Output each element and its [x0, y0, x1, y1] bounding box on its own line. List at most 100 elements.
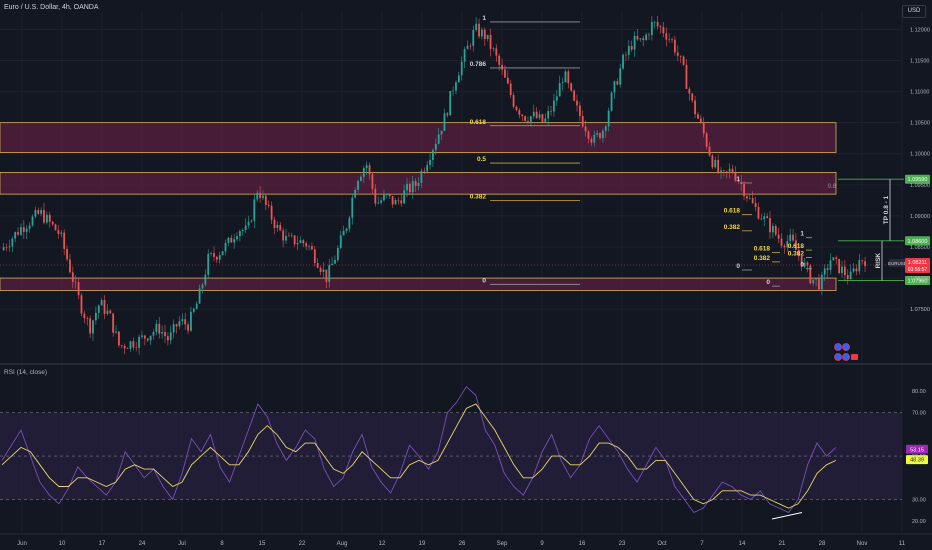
candle-body — [207, 253, 210, 275]
candle-body — [570, 83, 573, 91]
candle-body — [653, 21, 656, 23]
symbol-title[interactable]: Euro / U.S. Dollar, 4h, OANDA — [4, 4, 99, 11]
candle-body — [674, 39, 676, 53]
candle-body — [457, 75, 460, 83]
candle-body — [645, 34, 648, 40]
current-price-tag — [905, 258, 930, 274]
trade-levels: 1.09590 1.08600 1.07960 TP 0.8 - 1 RISK EURUS… — [0, 174, 930, 361]
candle-body — [714, 159, 717, 168]
candle-body — [37, 210, 40, 214]
candle-body — [100, 300, 103, 306]
fib-left-label: 0 — [482, 277, 486, 284]
rsi-tick-label: 50.00 — [912, 454, 926, 460]
candle-body — [659, 26, 662, 28]
candle-body — [267, 204, 270, 206]
candle-body — [748, 198, 751, 199]
candle-body — [809, 265, 812, 284]
candle-body — [561, 82, 564, 84]
candle-body — [650, 21, 653, 36]
time-tick-label: 8 — [220, 541, 224, 547]
candle-body — [406, 183, 408, 191]
time-tick-label: 15 — [259, 541, 266, 547]
candle-body — [760, 218, 763, 220]
axes: Jun 10 17 24 Jul 8 15 22 Aug 12 19 26 Sep 9 16 23 Oct 7 14… — [0, 27, 932, 547]
candle-body — [161, 331, 164, 334]
fibonacci-retracements: 10.7860.6180.50.382010.6180.38200.6180.3… — [470, 15, 837, 287]
candle-body — [262, 195, 264, 199]
candle-body — [97, 305, 100, 313]
candle-body — [227, 237, 230, 243]
divergence-line — [771, 511, 803, 520]
candle-body — [771, 225, 774, 233]
candle-body — [757, 206, 760, 219]
candle-body — [746, 196, 748, 199]
time-tick-label: 28 — [819, 541, 826, 547]
candle-body — [348, 217, 351, 229]
candle-body — [720, 170, 722, 172]
trade-level-value: 1.09590 — [908, 177, 928, 183]
candle-body — [558, 83, 561, 97]
supply-demand-zones — [0, 122, 837, 291]
candle-body — [639, 38, 642, 40]
candle-body — [175, 324, 178, 327]
candle-body — [302, 240, 305, 244]
candle-body — [74, 281, 77, 283]
fib-small-label: 0.382 — [754, 255, 771, 262]
rsi-title[interactable]: RSI (14, close) — [4, 369, 47, 376]
candle-body — [835, 257, 838, 259]
candle-body — [481, 29, 483, 37]
trade-level-tag — [905, 276, 930, 286]
candle-body — [864, 261, 866, 267]
candle-body — [244, 225, 247, 231]
candle-body — [812, 279, 815, 284]
candle-body — [483, 29, 486, 40]
candle-body — [838, 258, 841, 273]
candle-body — [40, 209, 43, 214]
calendar-icon — [851, 354, 858, 360]
candle-body — [253, 199, 256, 221]
candle-body — [792, 234, 794, 241]
candle-body — [452, 90, 454, 92]
candle-body — [593, 134, 596, 143]
fib-small-label: 0.618 — [754, 246, 771, 253]
candle-body — [797, 249, 800, 257]
rsi-ma-line — [1, 403, 837, 509]
candle-body — [777, 234, 780, 239]
candle-body — [316, 263, 319, 268]
candle-body — [264, 195, 267, 205]
candle-body — [622, 54, 624, 69]
candle-body — [521, 114, 524, 117]
candle-body — [414, 181, 417, 186]
candle-body — [455, 82, 457, 91]
candle-body — [662, 27, 665, 34]
candle-body — [803, 262, 806, 267]
candle-body — [616, 81, 619, 85]
symbol-tag-label: EURUSD — [888, 261, 908, 266]
candle-body — [691, 93, 694, 101]
candle-body — [256, 192, 259, 200]
candle-body — [391, 196, 394, 205]
trade-level-value: 1.07960 — [908, 279, 928, 285]
candle-body — [472, 30, 475, 46]
candle-body — [437, 134, 440, 144]
currency-button[interactable]: USD — [902, 5, 926, 18]
candle-body — [656, 21, 659, 27]
candle-body — [123, 345, 126, 349]
candle-body — [590, 138, 593, 143]
candle-body — [671, 39, 673, 40]
candle-body — [8, 246, 11, 248]
candle-body — [408, 183, 411, 193]
candle-body — [368, 165, 371, 175]
candle-body — [633, 35, 636, 50]
candlestick-series — [2, 15, 866, 355]
candle-body — [126, 348, 129, 350]
candle-body — [504, 69, 506, 78]
candle-body — [112, 313, 115, 333]
candle-body — [573, 90, 575, 101]
candle-body — [299, 240, 302, 243]
candle-body — [236, 236, 238, 240]
candle-body — [492, 48, 495, 50]
time-tick-label: 16 — [579, 541, 586, 547]
candle-body — [789, 234, 792, 242]
